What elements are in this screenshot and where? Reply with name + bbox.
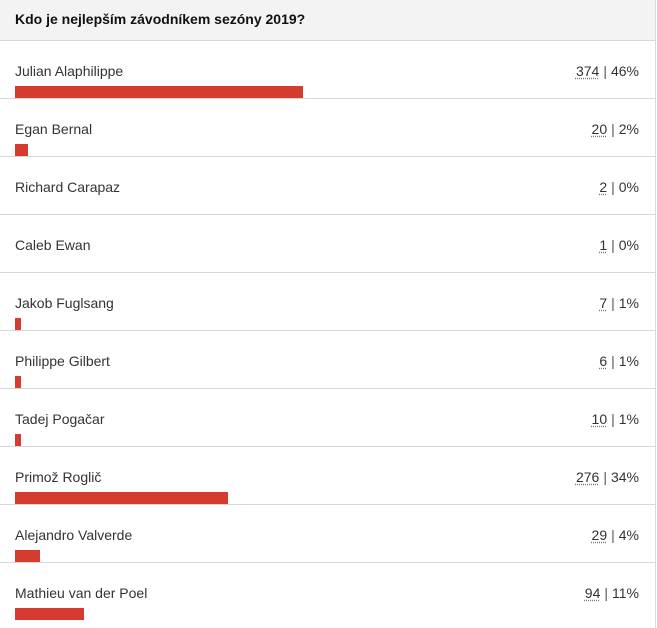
result-bar-track bbox=[15, 550, 641, 562]
option-result: 1 | 0% bbox=[599, 237, 639, 253]
option-result: 20 | 2% bbox=[592, 121, 639, 137]
vote-count: 29 bbox=[591, 527, 608, 543]
option-result: 2 | 0% bbox=[599, 179, 639, 195]
result-bar bbox=[15, 318, 22, 330]
vote-percent: 1% bbox=[618, 353, 639, 369]
poll-option[interactable]: Jakob Fuglsang 7 | 1% bbox=[0, 273, 655, 331]
vote-percent: 4% bbox=[618, 527, 639, 543]
option-result: 10 | 1% bbox=[592, 411, 639, 427]
option-name: Richard Carapaz bbox=[15, 179, 121, 195]
result-bar-track bbox=[15, 376, 641, 388]
vote-percent: 34% bbox=[610, 469, 639, 485]
separator: | bbox=[611, 179, 615, 195]
result-bar bbox=[15, 492, 228, 504]
vote-count: 20 bbox=[591, 121, 608, 137]
vote-count: 374 bbox=[575, 63, 600, 79]
vote-count: 7 bbox=[599, 295, 608, 311]
option-name: Alejandro Valverde bbox=[15, 527, 133, 543]
poll-option[interactable]: Alejandro Valverde 29 | 4% bbox=[0, 505, 655, 563]
vote-percent: 0% bbox=[618, 237, 639, 253]
poll-option[interactable]: Egan Bernal 20 | 2% bbox=[0, 99, 655, 157]
poll-option[interactable]: Julian Alaphilippe 374 | 46% bbox=[0, 41, 655, 99]
option-result: 7 | 1% bbox=[599, 295, 639, 311]
vote-count: 2 bbox=[599, 179, 608, 195]
option-result: 94 | 11% bbox=[585, 585, 639, 601]
result-bar-track bbox=[15, 608, 641, 620]
result-bar-track bbox=[15, 144, 641, 156]
vote-percent: 0% bbox=[618, 179, 639, 195]
separator: | bbox=[611, 295, 615, 311]
result-bar bbox=[15, 550, 41, 562]
poll-question: Kdo je nejlepším závodníkem sezóny 2019? bbox=[15, 11, 306, 27]
result-bar-track bbox=[15, 318, 641, 330]
option-name: Egan Bernal bbox=[15, 121, 93, 137]
poll-option[interactable]: Tadej Pogačar 10 | 1% bbox=[0, 389, 655, 447]
separator: | bbox=[611, 121, 615, 137]
separator: | bbox=[611, 237, 615, 253]
vote-count: 94 bbox=[584, 585, 601, 601]
result-bar bbox=[15, 86, 303, 98]
option-name: Tadej Pogačar bbox=[15, 411, 105, 427]
vote-percent: 11% bbox=[612, 585, 639, 601]
option-name: Primož Roglič bbox=[15, 469, 102, 485]
poll-option[interactable]: Caleb Ewan 1 | 0% bbox=[0, 215, 655, 273]
separator: | bbox=[611, 411, 615, 427]
poll-option[interactable]: Richard Carapaz 2 | 0% bbox=[0, 157, 655, 215]
result-bar bbox=[15, 376, 22, 388]
option-name: Julian Alaphilippe bbox=[15, 63, 124, 79]
result-bar bbox=[15, 434, 22, 446]
vote-count: 6 bbox=[599, 353, 608, 369]
option-result: 276 | 34% bbox=[576, 469, 639, 485]
vote-percent: 46% bbox=[610, 63, 639, 79]
vote-count: 276 bbox=[575, 469, 600, 485]
result-bar bbox=[15, 608, 84, 620]
option-name: Caleb Ewan bbox=[15, 237, 91, 253]
separator: | bbox=[603, 63, 607, 79]
vote-percent: 2% bbox=[618, 121, 639, 137]
separator: | bbox=[611, 527, 615, 543]
result-bar-track bbox=[15, 202, 641, 214]
vote-count: 10 bbox=[591, 411, 608, 427]
separator: | bbox=[611, 353, 615, 369]
result-bar-track bbox=[15, 434, 641, 446]
poll-option[interactable]: Philippe Gilbert 6 | 1% bbox=[0, 331, 655, 389]
separator: | bbox=[604, 585, 609, 601]
option-result: 374 | 46% bbox=[576, 63, 639, 79]
vote-percent: 1% bbox=[618, 411, 639, 427]
vote-count: 1 bbox=[599, 237, 608, 253]
poll-option[interactable]: Primož Roglič 276 | 34% bbox=[0, 447, 655, 505]
poll-option[interactable]: Mathieu van der Poel 94 | 11% bbox=[0, 563, 655, 621]
result-bar-track bbox=[15, 492, 641, 504]
option-result: 29 | 4% bbox=[592, 527, 639, 543]
poll-header: Kdo je nejlepším závodníkem sezóny 2019? bbox=[0, 0, 655, 41]
result-bar-track bbox=[15, 260, 641, 272]
option-name: Mathieu van der Poel bbox=[15, 585, 148, 601]
option-name: Jakob Fuglsang bbox=[15, 295, 114, 311]
vote-percent: 1% bbox=[618, 295, 639, 311]
result-bar-track bbox=[15, 86, 641, 98]
separator: | bbox=[603, 469, 607, 485]
option-result: 6 | 1% bbox=[599, 353, 639, 369]
option-name: Philippe Gilbert bbox=[15, 353, 110, 369]
result-bar bbox=[15, 144, 28, 156]
